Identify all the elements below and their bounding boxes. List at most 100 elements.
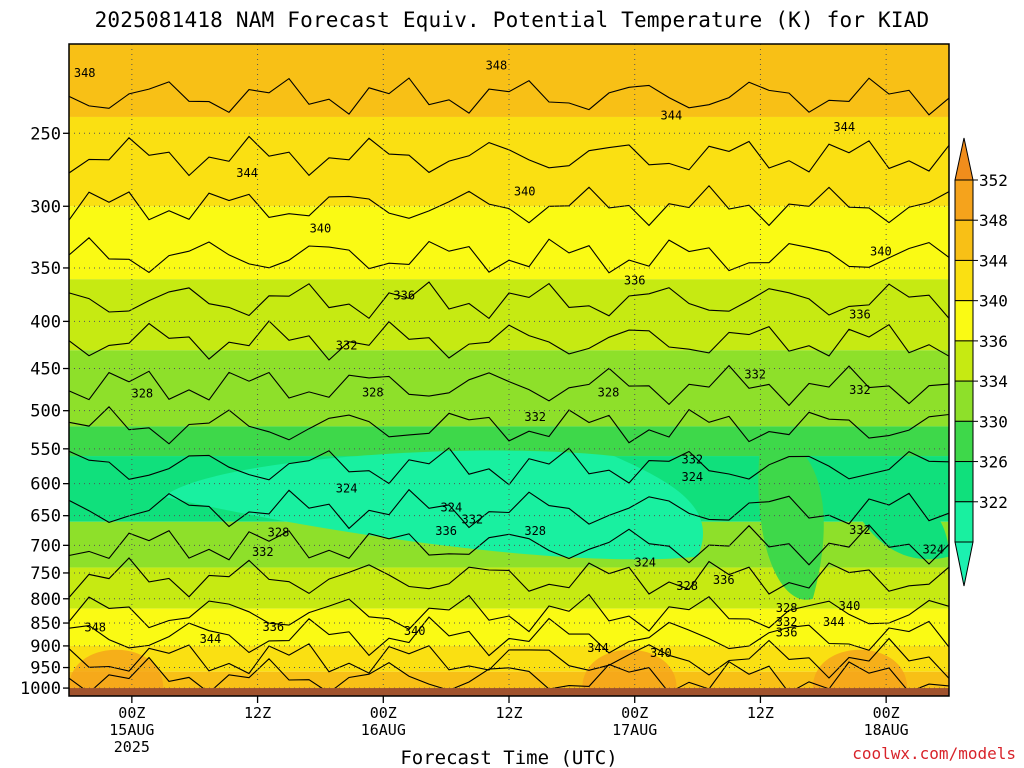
- colorbar-label: 348: [979, 211, 1008, 230]
- contour-label: 344: [661, 108, 683, 122]
- contour-label: 340: [839, 599, 861, 613]
- contour-label: 336: [393, 289, 415, 303]
- contour-label: 344: [833, 120, 855, 134]
- contour-label: 340: [650, 646, 672, 660]
- y-tick-label: 700: [30, 536, 61, 556]
- y-tick-label: 800: [30, 590, 61, 610]
- contour-label: 344: [823, 615, 845, 629]
- x-tick-label: 00Z: [873, 704, 900, 722]
- credit-text[interactable]: coolwx.com/models: [852, 744, 1016, 763]
- colorbar-bottom-arrow: [954, 541, 974, 587]
- contour-label: 348: [74, 66, 96, 80]
- core-region: [758, 439, 824, 600]
- colorbar-swatch: [954, 380, 974, 422]
- contour-label: 348: [84, 621, 106, 635]
- contour-label: 324: [634, 556, 656, 570]
- colorbar-label: 326: [979, 453, 1008, 472]
- contour-line: [68, 184, 950, 227]
- core-region: [163, 450, 704, 560]
- contour-label: 328: [362, 386, 384, 400]
- colorbar-swatch: [954, 461, 974, 503]
- contour-label: 328: [131, 387, 153, 401]
- y-tick-label: 350: [30, 259, 61, 279]
- contour-label: 324: [441, 501, 463, 515]
- contour-label: 348: [486, 58, 508, 72]
- colorbar-swatch: [954, 300, 974, 342]
- y-tick-label: 950: [30, 659, 61, 679]
- y-tick-label: 650: [30, 507, 61, 527]
- x-tick-label: 12Z: [244, 704, 271, 722]
- x-tick-label: 00Z: [621, 704, 648, 722]
- colorbar-swatch: [954, 420, 974, 463]
- contour-label: 336: [849, 307, 871, 321]
- x-tick-label: 00Z: [118, 704, 145, 722]
- y-tick-label: 250: [30, 124, 61, 144]
- colorbar-label: 334: [979, 372, 1008, 391]
- y-tick-label: 550: [30, 440, 61, 460]
- contour-label: 332: [776, 615, 798, 629]
- contour-label: 336: [713, 573, 735, 587]
- band: [69, 116, 949, 207]
- contour-label: 332: [524, 410, 546, 424]
- colorbar-label: 352: [979, 171, 1008, 190]
- contour-line: [68, 593, 950, 633]
- colorbar-swatch: [954, 340, 974, 382]
- contour-label: 344: [236, 166, 258, 180]
- x-tick-label: 16AUG: [361, 721, 406, 739]
- x-tick-label: 18AUG: [864, 721, 909, 739]
- contour-label: 332: [744, 368, 766, 382]
- colorbar-label: 322: [979, 493, 1008, 512]
- contour-label: 328: [776, 601, 798, 615]
- contour-label: 340: [870, 245, 892, 259]
- x-tick-label: 12Z: [495, 704, 522, 722]
- contour-label: 340: [310, 221, 332, 235]
- contour-label: 336: [435, 524, 457, 538]
- contour-label: 332: [461, 512, 483, 526]
- contour-line: [68, 616, 950, 657]
- contour-label: 344: [587, 641, 609, 655]
- y-tick-label: 450: [30, 360, 61, 380]
- y-tick-label: 1000: [20, 679, 61, 699]
- contour-label: 336: [624, 273, 646, 287]
- x-axis-title: Forecast Time (UTC): [400, 747, 617, 768]
- colorbar-label: 340: [979, 292, 1008, 311]
- contour-line: [68, 406, 950, 445]
- contour-line: [68, 237, 950, 274]
- colorbar-top-arrow: [954, 137, 974, 181]
- y-tick-label: 750: [30, 564, 61, 584]
- contour-label: 328: [598, 386, 620, 400]
- colorbar-swatch: [954, 179, 974, 221]
- contour-line: [68, 77, 950, 116]
- y-tick-label: 300: [30, 197, 61, 217]
- warm-pocket: [582, 649, 677, 689]
- y-tick-label: 500: [30, 402, 61, 422]
- contour-label: 332: [849, 383, 871, 397]
- x-tick-label: 17AUG: [612, 721, 657, 739]
- x-tick-label: 15AUG: [109, 721, 154, 739]
- surface-strip: [69, 688, 949, 696]
- colorbar-label: 330: [979, 412, 1008, 431]
- contour-label: 340: [404, 624, 426, 638]
- contour-label: 328: [676, 579, 698, 593]
- contour-label: 332: [336, 339, 358, 353]
- x-tick-label: 12Z: [747, 704, 774, 722]
- contour-label: 324: [922, 542, 944, 556]
- chart-title: 2025081418 NAM Forecast Equiv. Potential…: [94, 8, 930, 32]
- band: [69, 206, 949, 280]
- colorbar-label: 344: [979, 251, 1008, 270]
- contour-label: 336: [776, 625, 798, 639]
- x-tick-label: 2025: [114, 738, 150, 756]
- y-tick-label: 400: [30, 312, 61, 332]
- contour-label: 328: [268, 526, 290, 540]
- contour-label: 336: [262, 620, 284, 634]
- contour-label: 344: [200, 632, 222, 646]
- contour-line: [68, 557, 950, 598]
- colorbar-swatch: [954, 219, 974, 261]
- contour-line: [68, 281, 950, 320]
- contour-label: 324: [336, 481, 358, 495]
- contour-label: 332: [252, 545, 274, 559]
- contour-line: [68, 488, 950, 530]
- contour-label: 328: [524, 524, 546, 538]
- y-tick-label: 600: [30, 475, 61, 495]
